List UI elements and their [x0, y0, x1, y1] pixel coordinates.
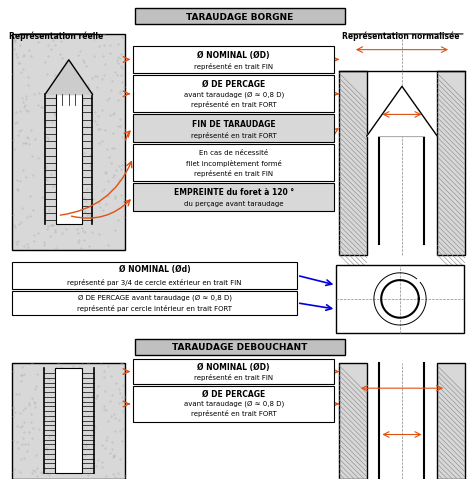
Text: représenté en trait FORT: représenté en trait FORT	[191, 131, 276, 139]
Polygon shape	[45, 60, 92, 94]
Bar	[133, 114, 334, 142]
Text: EMPREINTE du foret à 120 °: EMPREINTE du foret à 120 °	[173, 188, 294, 197]
Text: représenté par cercle intérieur en trait FORT: représenté par cercle intérieur en trait…	[77, 305, 232, 312]
Text: TARAUDAGE BORGNE: TARAUDAGE BORGNE	[186, 13, 294, 22]
Text: représenté par 3/4 de cercle extérieur en trait FIN: représenté par 3/4 de cercle extérieur e…	[67, 279, 242, 286]
Text: avant taraudage (Ø ≈ 0,8 D): avant taraudage (Ø ≈ 0,8 D)	[183, 400, 284, 407]
Text: Représentation normalisée: Représentation normalisée	[342, 32, 460, 42]
Bar	[133, 75, 334, 113]
Bar	[55, 369, 82, 473]
Text: Ø DE PERCAGE: Ø DE PERCAGE	[202, 80, 265, 89]
Text: représenté en trait FORT: représenté en trait FORT	[191, 101, 276, 109]
Text: Ø NOMINAL (Ød): Ø NOMINAL (Ød)	[119, 265, 191, 274]
Bar	[339, 71, 367, 255]
Bar	[12, 291, 297, 314]
Text: Ø NOMINAL (ØD): Ø NOMINAL (ØD)	[197, 363, 270, 372]
Text: Ø NOMINAL (ØD): Ø NOMINAL (ØD)	[197, 51, 270, 60]
Text: En cas de nécessité: En cas de nécessité	[199, 150, 268, 156]
Text: représenté en trait FIN: représenté en trait FIN	[194, 170, 273, 177]
FancyBboxPatch shape	[135, 339, 345, 355]
Polygon shape	[367, 86, 437, 136]
Text: avant taraudage (Ø ≈ 0,8 D): avant taraudage (Ø ≈ 0,8 D)	[183, 91, 284, 98]
Text: représenté en trait FIN: représenté en trait FIN	[194, 374, 273, 381]
Text: filet incomplètement formé: filet incomplètement formé	[186, 160, 282, 167]
Text: TARAUDAGE DEBOUCHANT: TARAUDAGE DEBOUCHANT	[173, 342, 308, 352]
Text: Ø DE PERCAGE avant taraudage (Ø ≈ 0,8 D): Ø DE PERCAGE avant taraudage (Ø ≈ 0,8 D)	[78, 295, 232, 301]
Bar	[133, 359, 334, 384]
Text: représenté en trait FIN: représenté en trait FIN	[194, 63, 273, 70]
Bar	[12, 262, 297, 289]
Text: FIN DE TARAUDAGE: FIN DE TARAUDAGE	[192, 119, 275, 128]
Text: Ø DE PERCAGE: Ø DE PERCAGE	[202, 390, 265, 399]
Bar	[336, 265, 464, 333]
Bar	[56, 94, 82, 224]
Text: du perçage avant taraudage: du perçage avant taraudage	[184, 201, 283, 207]
FancyBboxPatch shape	[135, 8, 345, 24]
Bar	[437, 363, 465, 479]
Bar	[12, 34, 125, 250]
Bar	[339, 363, 367, 479]
Text: Représentation réelle: Représentation réelle	[9, 32, 104, 42]
Text: représenté en trait FORT: représenté en trait FORT	[191, 410, 276, 417]
Bar	[133, 46, 334, 73]
Bar	[133, 144, 334, 181]
Bar	[12, 363, 125, 479]
Bar	[437, 71, 465, 255]
Bar	[133, 386, 334, 422]
Bar	[133, 183, 334, 211]
